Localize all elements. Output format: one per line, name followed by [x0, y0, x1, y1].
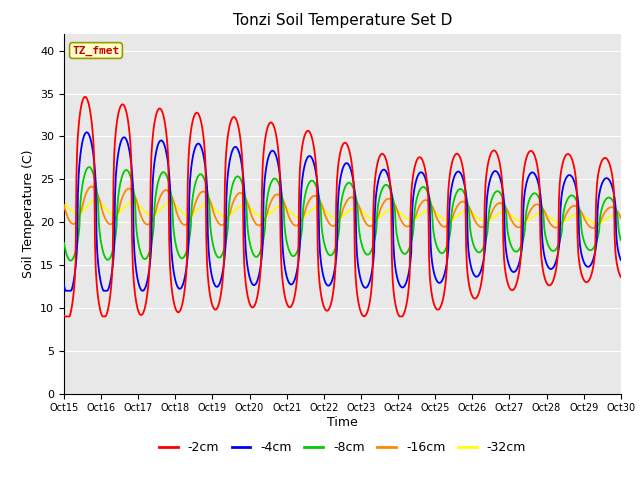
X-axis label: Time: Time — [327, 416, 358, 429]
Y-axis label: Soil Temperature (C): Soil Temperature (C) — [22, 149, 35, 278]
Text: TZ_fmet: TZ_fmet — [72, 46, 120, 56]
Legend: -2cm, -4cm, -8cm, -16cm, -32cm: -2cm, -4cm, -8cm, -16cm, -32cm — [154, 436, 531, 459]
Title: Tonzi Soil Temperature Set D: Tonzi Soil Temperature Set D — [233, 13, 452, 28]
